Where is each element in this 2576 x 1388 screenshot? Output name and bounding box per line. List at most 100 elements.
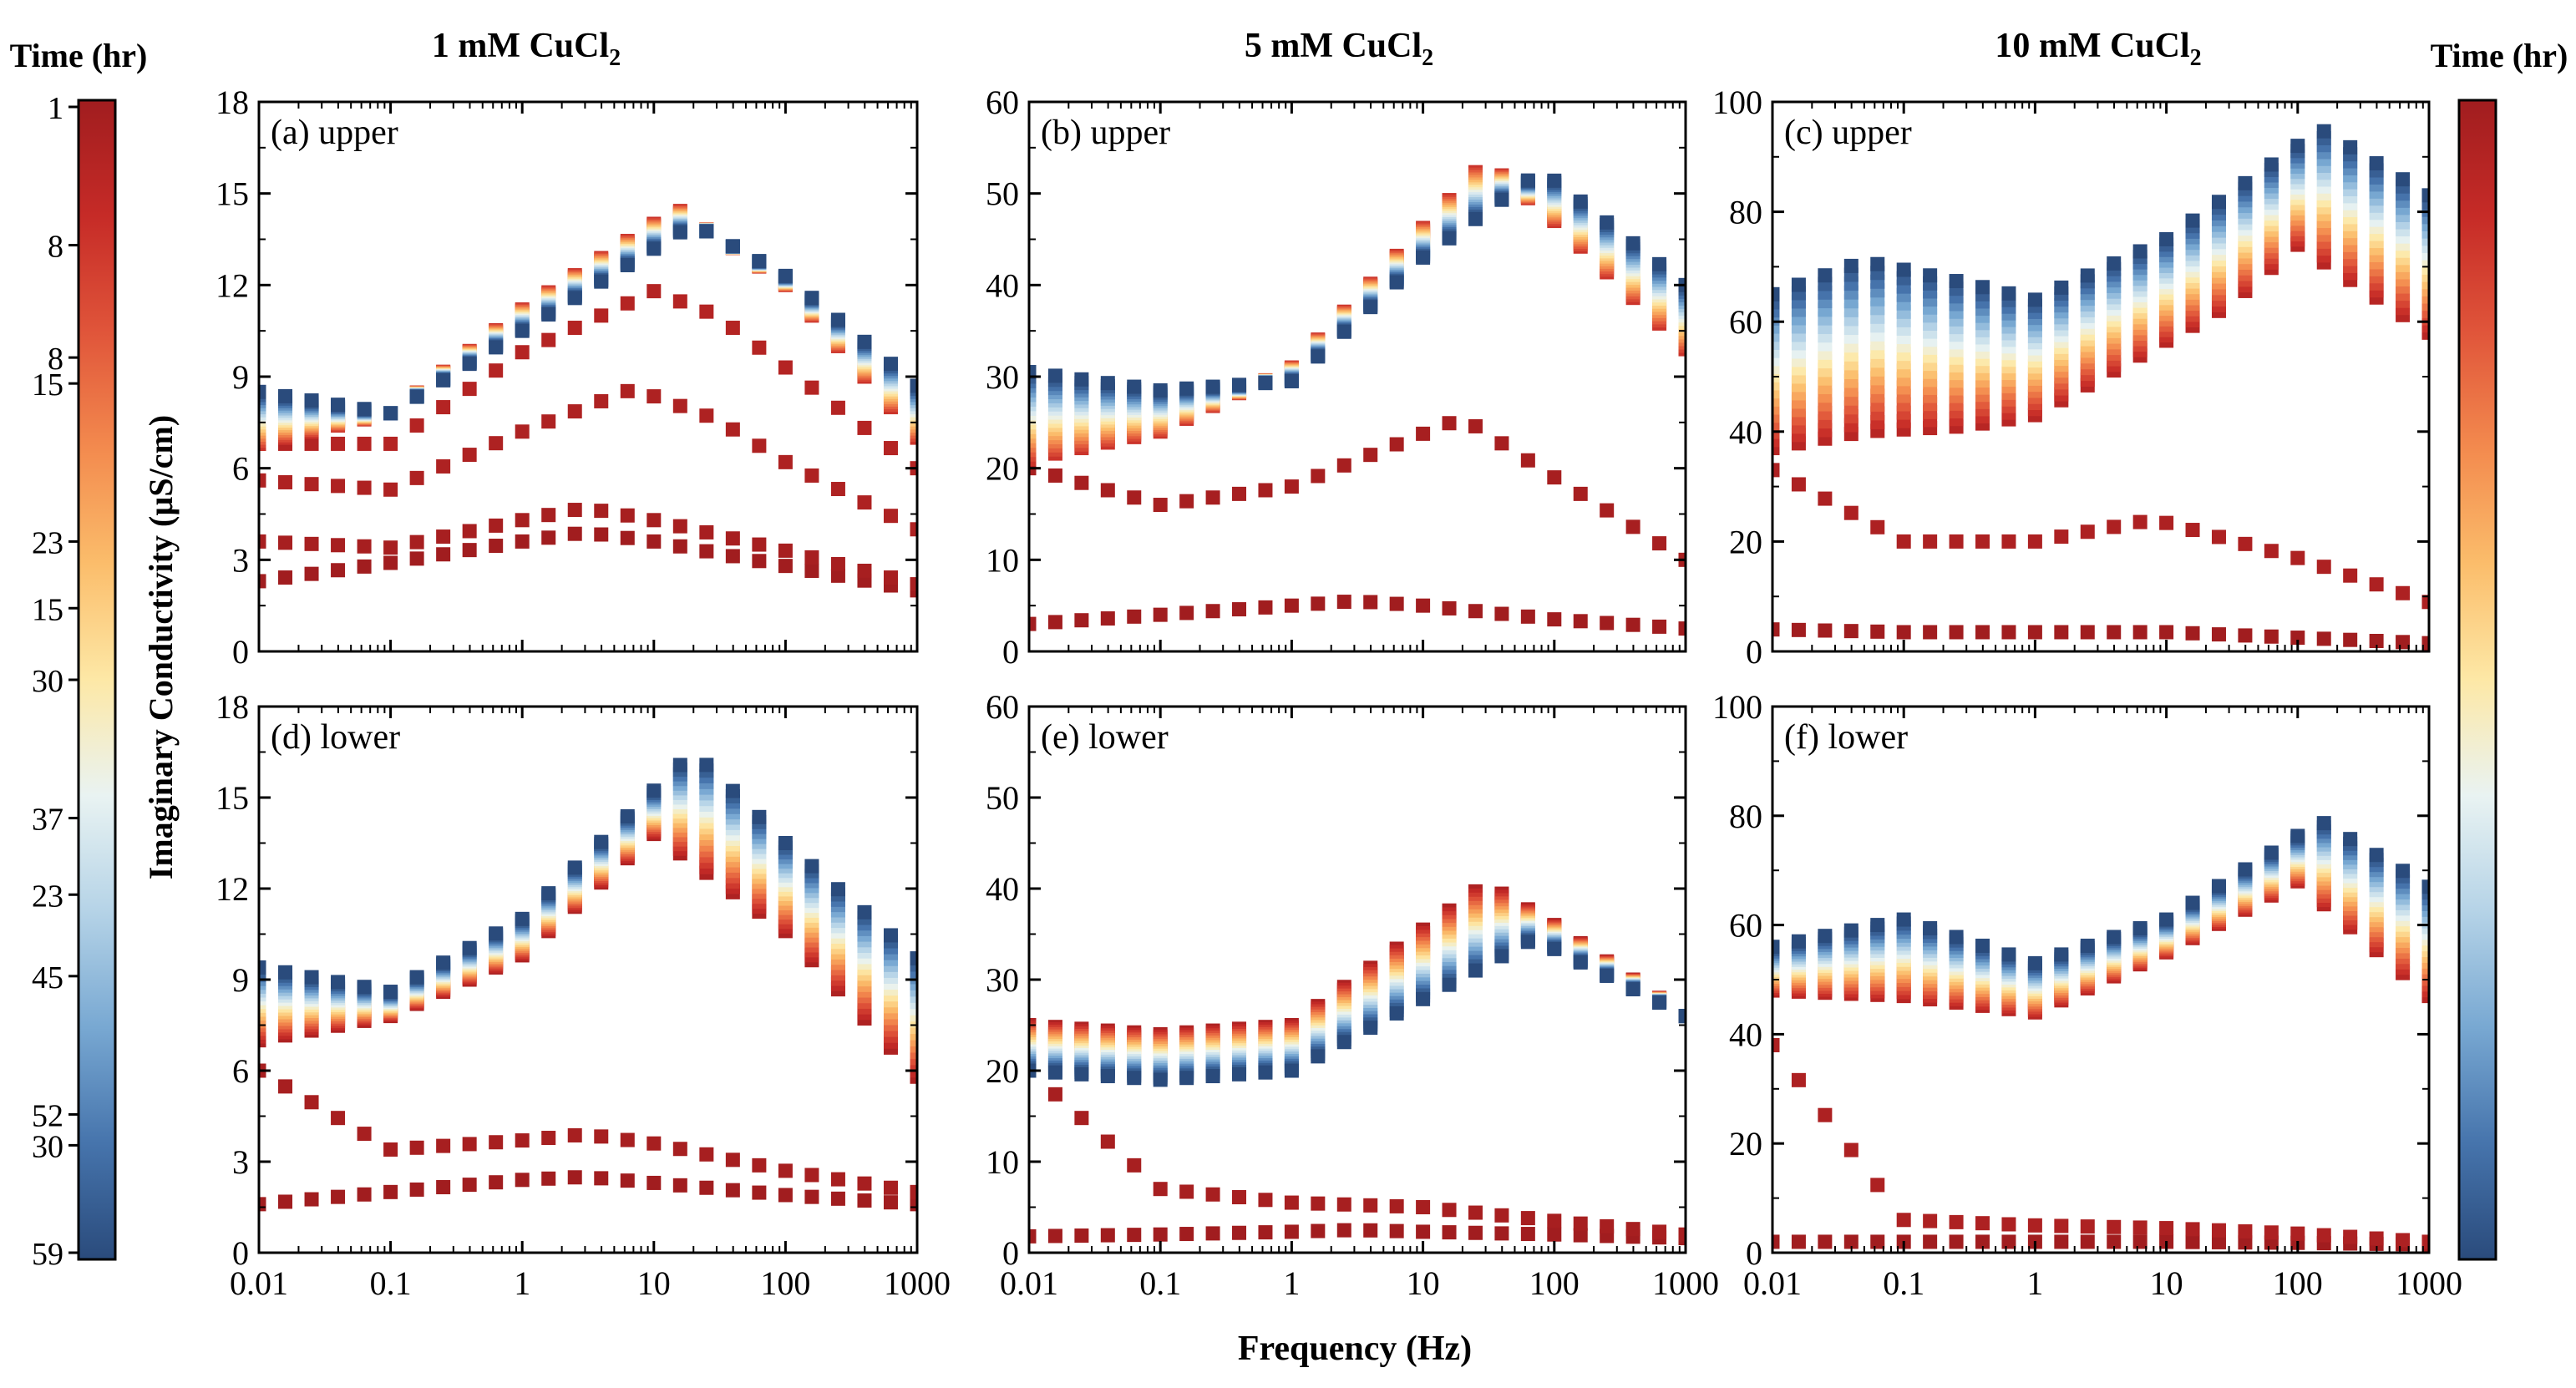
data-point	[436, 400, 451, 415]
data-point	[699, 408, 714, 423]
x-axis-f: 0.01 0.1 1 10 100 1000	[1743, 707, 2462, 1302]
data-point	[1652, 536, 1667, 551]
data-point	[2421, 281, 2429, 296]
data-point	[489, 518, 504, 533]
panel-d-lower-1mM: 0.01 0.1 1 10 100 1000 0 3 6 9 12 15 18 (d) lower	[216, 688, 951, 1302]
data-point	[2185, 213, 2200, 228]
data-point	[1047, 1087, 1062, 1102]
data-point	[489, 1135, 504, 1150]
data-point	[357, 402, 372, 417]
colorbar-left-gradient	[77, 99, 117, 1261]
data-point	[1870, 256, 1885, 271]
data-point	[1494, 436, 1509, 451]
data-point	[1232, 602, 1247, 617]
data-point	[1652, 1224, 1667, 1239]
data-point	[1652, 995, 1667, 1011]
data-point	[1520, 609, 1535, 624]
x-tick-label: 0.01	[1000, 1264, 1058, 1302]
data-point	[331, 563, 346, 578]
data-point	[1772, 416, 1780, 431]
data-point	[752, 554, 767, 569]
data-point	[2159, 232, 2174, 246]
data-point	[1153, 1182, 1168, 1197]
data-point	[383, 1184, 398, 1199]
data-point	[804, 291, 819, 306]
data-point	[2238, 175, 2253, 190]
x-tick-label: 0.01	[230, 1264, 288, 1302]
data-point	[1029, 616, 1037, 631]
data-point	[778, 559, 793, 574]
data-point	[2264, 544, 2279, 559]
data-point	[647, 1136, 662, 1151]
plot-frame-b	[1027, 100, 1687, 653]
data-point	[1772, 384, 1780, 399]
data-point	[2421, 246, 2429, 261]
markers-b	[1029, 165, 1686, 636]
data-point	[2159, 912, 2174, 927]
data-point	[436, 529, 451, 545]
x-tick-label: 100	[1529, 1264, 1580, 1302]
data-point	[2369, 848, 2384, 863]
y-tick-label: 60	[1729, 303, 1762, 341]
data-point	[1311, 1049, 1326, 1064]
data-point	[1975, 938, 1990, 953]
data-point	[1363, 1198, 1378, 1213]
y-tick-label: 10	[986, 541, 1019, 579]
data-point	[357, 1187, 372, 1202]
data-point	[1389, 437, 1404, 452]
data-point	[1625, 982, 1640, 997]
data-point	[1363, 1021, 1378, 1036]
y-tick-label: 40	[1729, 413, 1762, 451]
data-point	[1818, 268, 1833, 283]
data-point	[1468, 1205, 1483, 1220]
y-tick-label: 60	[986, 688, 1019, 726]
data-point	[1949, 1214, 1964, 1229]
colorbar-left-tick-label: 23	[32, 879, 63, 914]
x-tick-label: 10	[637, 1264, 671, 1302]
data-point	[1153, 607, 1168, 622]
data-point	[1625, 519, 1640, 534]
data-point	[1600, 503, 1615, 518]
data-point	[357, 539, 372, 554]
data-point	[1468, 1225, 1483, 1240]
data-point	[2421, 267, 2429, 282]
data-point	[2132, 514, 2148, 529]
data-point	[357, 436, 372, 451]
data-point	[567, 860, 582, 875]
data-point	[752, 340, 767, 355]
data-point	[2421, 296, 2429, 312]
data-point	[672, 225, 687, 240]
data-point	[1573, 1228, 1588, 1243]
data-point	[567, 526, 582, 541]
panel-label-f: (f) lower	[1784, 718, 1908, 757]
data-point	[647, 513, 662, 528]
data-point	[462, 448, 477, 463]
data-point	[2132, 625, 2148, 640]
data-point	[620, 1132, 635, 1147]
data-point	[2132, 244, 2148, 259]
data-point	[304, 566, 319, 581]
data-point	[278, 388, 293, 403]
data-point	[567, 321, 582, 336]
data-point	[594, 1129, 609, 1144]
data-point	[830, 400, 845, 415]
y-tick-label: 0	[1002, 633, 1019, 671]
data-point	[910, 378, 917, 393]
data-point	[1047, 468, 1062, 483]
y-tick-label: 80	[1729, 194, 1762, 231]
data-point	[620, 296, 635, 311]
data-point	[1100, 611, 1115, 626]
data-point	[830, 312, 845, 327]
data-point	[1179, 381, 1194, 396]
data-point	[2107, 625, 2122, 640]
data-point	[804, 550, 819, 565]
y-axis-f: 0 20 40 60 80 100	[1712, 688, 2429, 1272]
data-point	[304, 1095, 319, 1110]
data-point	[541, 1131, 556, 1146]
data-point	[1258, 1193, 1273, 1208]
x-axis-d: 0.01 0.1 1 10 100 1000	[230, 707, 951, 1302]
data-point	[2185, 523, 2200, 538]
data-point	[541, 508, 556, 523]
data-point	[1442, 977, 1457, 992]
